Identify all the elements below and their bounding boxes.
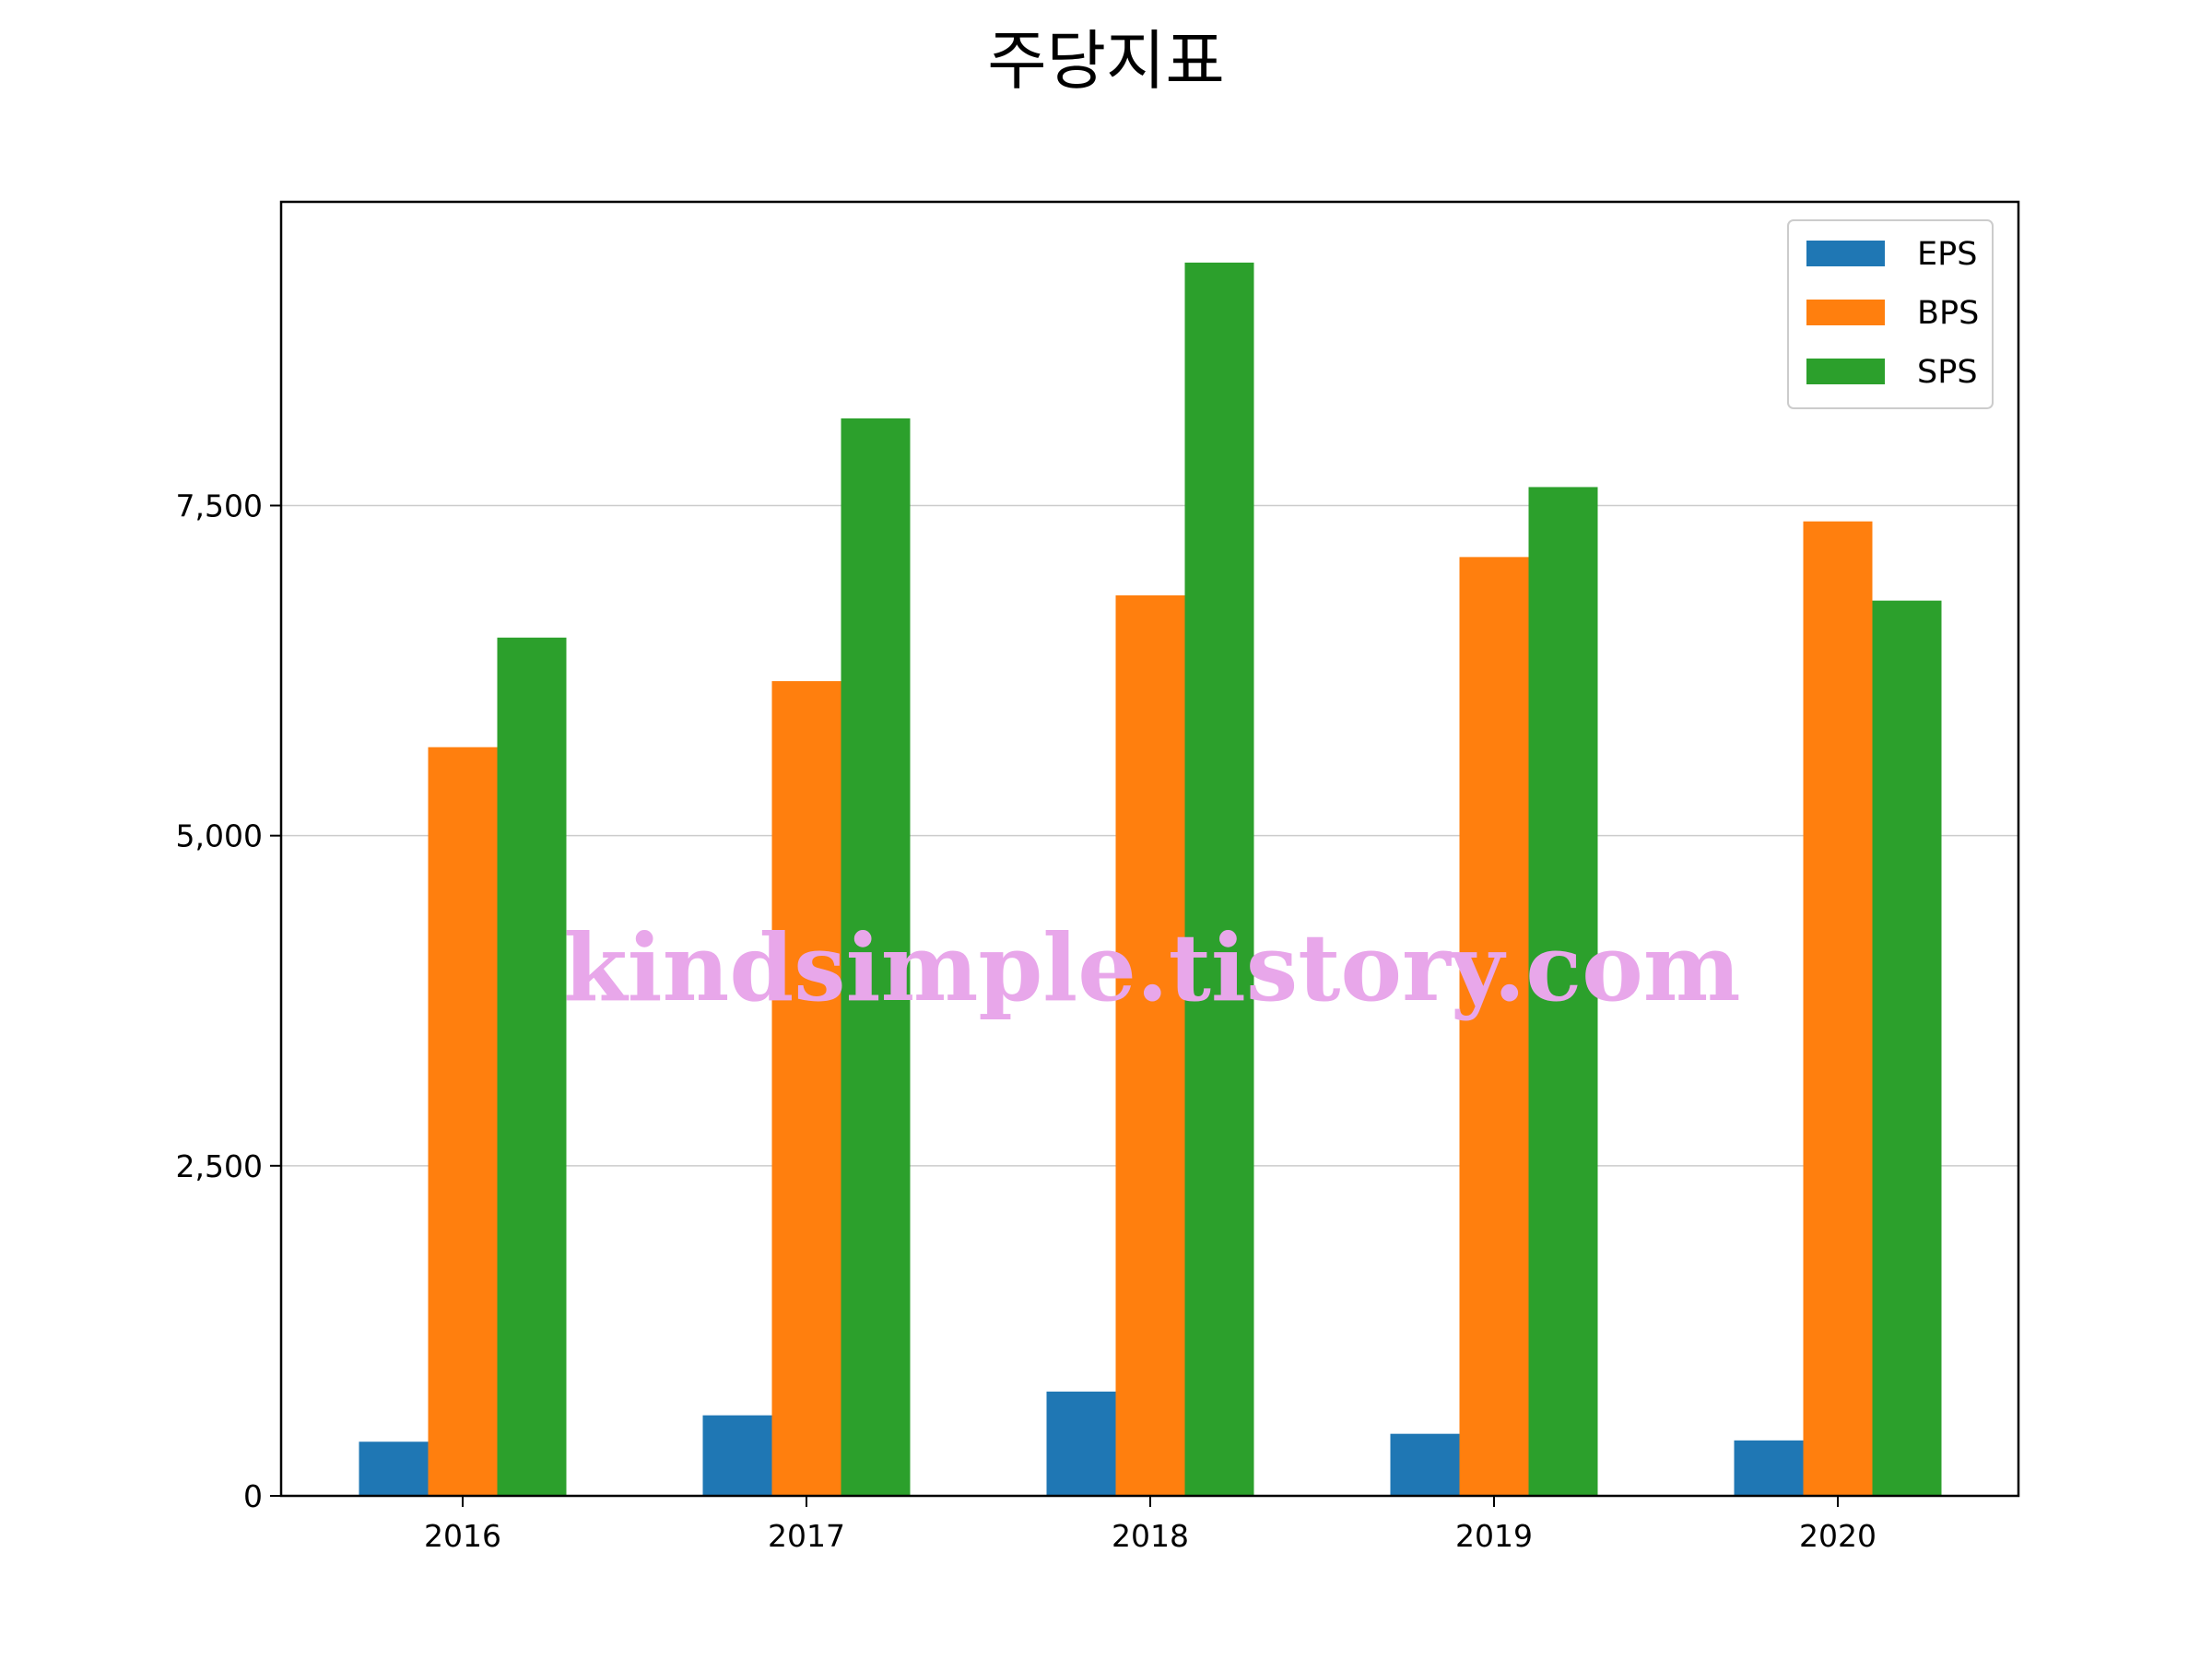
legend-label-sps: SPS xyxy=(1917,354,1978,391)
legend-swatch-eps xyxy=(1806,241,1885,266)
y-tick-label: 7,500 xyxy=(176,488,263,524)
legend-label-eps: EPS xyxy=(1917,236,1977,273)
x-tick-label: 2016 xyxy=(424,1518,501,1554)
bar-eps-2020 xyxy=(1734,1440,1804,1496)
bar-eps-2016 xyxy=(359,1441,429,1496)
bar-sps-2017 xyxy=(841,418,911,1497)
x-axis: 2016 2017 2018 2019 2020 xyxy=(424,1496,1877,1554)
bar-sps-2019 xyxy=(1528,487,1598,1496)
bar-bps-2019 xyxy=(1459,557,1529,1496)
bar-bps-2018 xyxy=(1115,594,1185,1496)
y-axis: 0 2,500 5,000 7,500 xyxy=(176,488,281,1514)
legend-swatch-bps xyxy=(1806,300,1885,325)
bars xyxy=(359,262,1942,1497)
x-tick-label: 2018 xyxy=(1112,1518,1189,1554)
legend-swatch-sps xyxy=(1806,359,1885,384)
chart-title: 주당지표 xyxy=(987,23,1225,99)
watermark: kindsimple.tistory.com xyxy=(563,913,1740,1022)
y-tick-label: 0 xyxy=(243,1478,263,1514)
bar-sps-2018 xyxy=(1184,262,1254,1496)
y-tick-label: 2,500 xyxy=(176,1148,263,1184)
x-tick-label: 2017 xyxy=(768,1518,845,1554)
x-tick-label: 2020 xyxy=(1799,1518,1877,1554)
bar-sps-2016 xyxy=(497,637,567,1496)
bar-eps-2019 xyxy=(1390,1433,1460,1496)
bar-eps-2018 xyxy=(1046,1391,1116,1496)
bar-eps-2017 xyxy=(702,1415,772,1496)
legend: EPS BPS SPS xyxy=(1787,219,1994,409)
x-tick-label: 2019 xyxy=(1455,1518,1533,1554)
legend-label-bps: BPS xyxy=(1917,295,1979,332)
bar-bps-2020 xyxy=(1803,521,1873,1496)
bar-bps-2016 xyxy=(428,747,498,1496)
bar-sps-2020 xyxy=(1872,600,1942,1496)
y-tick-label: 5,000 xyxy=(176,818,263,854)
bar-bps-2017 xyxy=(771,681,841,1496)
